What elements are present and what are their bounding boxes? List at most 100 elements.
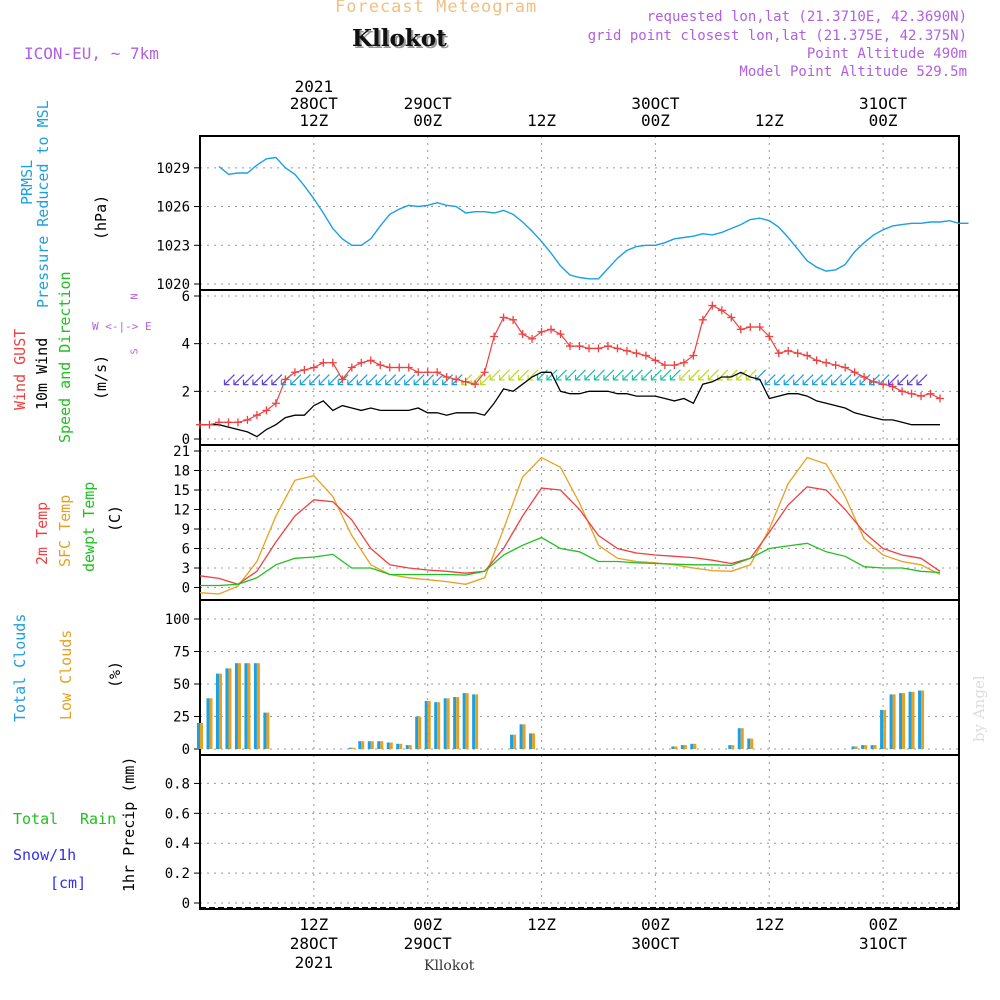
total-clouds-bar [443, 698, 447, 749]
wind-direction-arrow [603, 369, 615, 381]
gust-marker [717, 306, 726, 315]
gust-marker [328, 358, 337, 367]
wind-arrow-head [508, 374, 515, 381]
total-clouds-bar [244, 663, 248, 749]
bottom-axis-hour-label: 12Z [299, 915, 328, 934]
gust-marker [423, 368, 432, 377]
bottom-axis-date-label: 29OCT [404, 934, 453, 953]
y-tick-label: 6 [182, 542, 190, 558]
gust-marker [537, 327, 546, 336]
total-clouds-bar [880, 710, 884, 749]
low-clouds-bar [456, 697, 460, 749]
gust-marker [547, 325, 556, 334]
wind-arrow-head [707, 374, 714, 381]
bottom-axis-date-label: 28OCT [290, 934, 339, 953]
y-tick-label: 0 [182, 581, 190, 597]
sfc-temp-line [199, 456, 941, 595]
wind-arrow-head [793, 379, 799, 386]
total-clouds-bar [434, 702, 438, 749]
wind-arrow-head [669, 374, 676, 381]
gust-marker [831, 361, 840, 370]
chart-title: Forecast Meteogram [335, 0, 538, 17]
low-clouds-bar [465, 693, 469, 749]
low-clouds-bar [247, 663, 251, 749]
wind-direction-arrow [793, 374, 805, 386]
wind-direction-arrow [726, 369, 738, 381]
wind-direction-arrow [859, 374, 871, 386]
gust-marker [860, 373, 869, 382]
wind-arrow-head [812, 379, 818, 386]
total-clouds-bar [510, 734, 514, 749]
wind-arrow-head [233, 379, 239, 386]
wind-arrow-head [593, 374, 600, 381]
wind-direction-arrow [243, 374, 254, 386]
bottom-axis-hour-label: 00Z [413, 915, 442, 934]
gust-marker [907, 389, 916, 398]
gust-marker [869, 377, 878, 386]
gust-marker [698, 315, 707, 324]
wind-arrow-head [859, 379, 866, 386]
compass-ew: W <-|-> E [92, 320, 152, 333]
wind-direction-arrow [299, 374, 311, 386]
wind-arrow-head [831, 379, 837, 386]
wind-gust-label: Wind GUST [11, 328, 29, 410]
gust-marker [414, 368, 423, 377]
gust-marker [214, 418, 223, 427]
total-clouds-bar [889, 694, 893, 749]
total-clouds-bar [472, 694, 476, 749]
wind-direction-arrow [366, 374, 378, 386]
total-clouds-bar [215, 673, 219, 749]
wind-direction-arrow [423, 374, 435, 386]
wind-direction-arrow [385, 374, 397, 386]
low-clouds-bar [902, 693, 906, 749]
gust-marker [357, 358, 366, 367]
wind-direction-arrow [850, 374, 862, 386]
gust-marker [566, 342, 575, 351]
wind-unit: (m/s) [92, 354, 110, 400]
gust-marker [784, 346, 793, 355]
y-tick-label: 1026 [156, 200, 190, 216]
wind-direction-arrow [878, 374, 890, 386]
y-tick-label: 15 [173, 483, 190, 499]
wind-direction-arrow [632, 369, 643, 381]
wind-direction-arrow [252, 374, 264, 386]
wind-arrow-head [489, 374, 496, 381]
y-tick-label: 9 [182, 522, 190, 538]
compass-n: N [129, 293, 141, 300]
gust-marker [651, 356, 660, 365]
wind-arrow-head [290, 379, 296, 386]
wind-direction-arrow [318, 374, 330, 386]
wind-direction-arrow [660, 369, 672, 381]
y-tick-label: 2 [182, 384, 190, 400]
wind-arrow-head [736, 374, 742, 381]
wind-direction-arrow [470, 374, 482, 386]
gust-marker [936, 394, 945, 403]
gust-marker [556, 330, 565, 339]
temp-2m-line [199, 486, 941, 586]
gust-marker [888, 382, 897, 391]
wind-direction-arrow [575, 369, 586, 381]
wind-direction-arrow [707, 369, 719, 381]
wind-arrow-head [916, 379, 923, 386]
y-tick-label: 100 [165, 612, 190, 628]
point-altitude: Point Altitude 490m [806, 46, 967, 62]
total-clouds-bar [206, 698, 210, 749]
wind-10m-line [200, 371, 940, 438]
wind-arrow-head [423, 379, 429, 386]
gust-marker [594, 344, 603, 353]
gust-marker [319, 358, 328, 367]
gust-marker [670, 361, 679, 370]
wind-direction-arrow [233, 374, 245, 386]
low-clouds-bar [370, 741, 374, 749]
bottom-axis-hour-label: 00Z [641, 915, 670, 934]
gust-marker [898, 387, 907, 396]
gust-marker [338, 375, 347, 384]
y-tick-label: 21 [173, 444, 190, 460]
station-name: Kllokot [352, 25, 447, 52]
wind-arrow-head [356, 379, 363, 386]
total-clouds-bar [453, 697, 457, 749]
gust-marker [708, 301, 717, 310]
y-tick-label: 0 [182, 742, 190, 758]
snow-label: Snow/1h [13, 846, 77, 864]
